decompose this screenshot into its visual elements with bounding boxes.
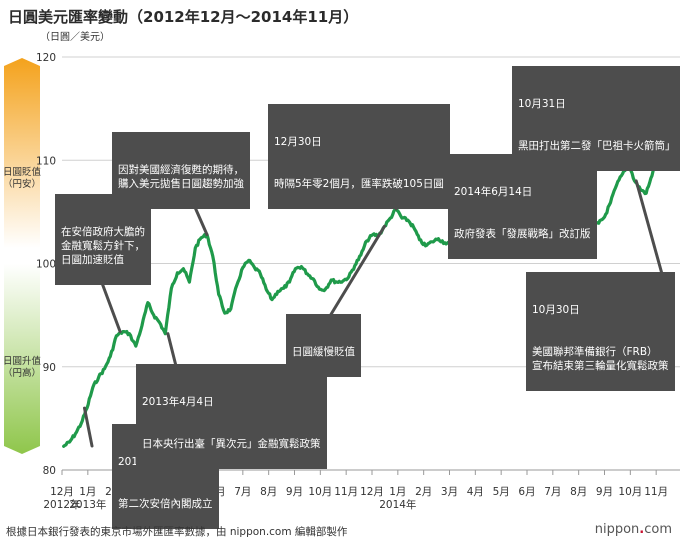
yen-strong-label: 日圓升值 （円高） <box>2 356 42 380</box>
x-tick-label: 1月 <box>389 486 406 498</box>
annotation-date: 2014年6月14日 <box>454 186 533 198</box>
yen-strong-title: 日圓升值 <box>2 356 41 367</box>
annotation-text: 時隔5年零2個月，匯率跌破105日圓 <box>274 178 444 190</box>
annotation-growth-strategy: 2014年6月14日 政府發表「發展戰略」改訂版 <box>448 154 597 259</box>
x-year-label: 2014年 <box>379 498 416 511</box>
y-tick-label: 90 <box>43 362 56 374</box>
annotation-text: 黑田打出第二發「巴祖卡火箭筒」 <box>518 140 676 152</box>
annotation-text: 第二次安倍內閣成立 <box>118 498 213 510</box>
y-tick-label: 100 <box>36 259 56 271</box>
annotation-date: 12月30日 <box>274 136 322 148</box>
x-tick-label: 7月 <box>544 486 561 498</box>
x-tick-label: 9月 <box>596 486 613 498</box>
source-note: 根據日本銀行發表的東京市場外匯匯率數據，由 nippon.com 編輯部製作 <box>6 526 348 538</box>
annotation-date: 2013年4月4日 <box>142 396 214 408</box>
x-tick-label: 8月 <box>260 486 277 498</box>
annotation-leader <box>166 332 178 368</box>
x-tick-label: 3月 <box>441 486 458 498</box>
side-gradient-arrow <box>4 58 40 454</box>
annotation-105-yen: 12月30日 時隔5年零2個月，匯率跌破105日圓 <box>268 104 450 209</box>
x-tick-label: 8月 <box>570 486 587 498</box>
yen-weak-title: 日圓貶值 <box>2 167 41 178</box>
annotation-text: 在安倍政府大膽的 金融寬鬆方針下， 日圓加速貶值 <box>61 226 145 266</box>
x-tick-label: 12月 <box>360 486 384 498</box>
annotation-yen-acceleration: 在安倍政府大膽的 金融寬鬆方針下， 日圓加速貶值 <box>55 194 151 285</box>
annotation-us-recovery: 因對美國經濟復甦的期待， 購入美元拋售日圓趨勢加強 <box>112 132 250 209</box>
x-tick-label: 9月 <box>286 486 303 498</box>
x-tick-label: 11月 <box>644 486 668 498</box>
x-tick-label: 10月 <box>618 486 642 498</box>
annotation-slow-depreciation: 日圓緩慢貶值 <box>286 314 361 377</box>
x-tick-label: 10月 <box>308 486 332 498</box>
logo-dot: . <box>639 522 645 537</box>
y-axis-unit: （日圓／美元） <box>40 30 110 43</box>
logo-suffix: com <box>644 522 672 537</box>
annotation-boj-easing: 2013年4月4日 日本央行出臺「異次元」金融寬鬆政策 <box>136 364 327 469</box>
chart-title: 日圓美元匯率變動（2012年12月～2014年11月） <box>8 8 359 26</box>
annotation-text: 政府發表「發展戰略」改訂版 <box>454 228 591 240</box>
x-tick-label: 7月 <box>234 486 251 498</box>
annotation-text: 因對美國經濟復甦的期待， 購入美元拋售日圓趨勢加強 <box>118 164 244 190</box>
x-tick-label: 11月 <box>334 486 358 498</box>
annotation-text: 日本央行出臺「異次元」金融寬鬆政策 <box>142 438 321 450</box>
annotation-text: 美國聯邦準備銀行（FRB） 宣布結束第三輪量化寬鬆政策 <box>532 346 669 372</box>
nippon-logo: nippon.com <box>595 522 672 537</box>
y-tick-label: 80 <box>43 465 56 477</box>
x-year-label: 2013年 <box>69 498 106 511</box>
yen-strong-sub: （円高） <box>2 368 41 379</box>
logo-prefix: nippon <box>594 522 640 537</box>
x-tick-label: 5月 <box>493 486 510 498</box>
x-tick-label: 4月 <box>467 486 484 498</box>
annotation-leader <box>328 224 386 318</box>
annotation-leader <box>83 406 94 448</box>
x-tick-label: 6月 <box>518 486 535 498</box>
yen-weak-label: 日圓貶值 （円安） <box>2 167 42 191</box>
x-tick-label: 12月 <box>50 486 74 498</box>
x-year-label: 2012年 <box>43 498 80 511</box>
annotation-leader <box>634 179 664 276</box>
annotation-date: 10月31日 <box>518 98 566 110</box>
annotation-date: 10月30日 <box>532 304 580 316</box>
y-tick-label: 110 <box>36 155 56 167</box>
x-tick-label: 1月 <box>79 486 96 498</box>
annotation-frb-qe-end: 10月30日 美國聯邦準備銀行（FRB） 宣布結束第三輪量化寬鬆政策 <box>526 272 675 391</box>
y-tick-label: 120 <box>36 52 56 64</box>
annotation-bazooka: 10月31日 黑田打出第二發「巴祖卡火箭筒」 <box>512 66 680 171</box>
x-tick-label: 2月 <box>415 486 432 498</box>
annotation-text: 日圓緩慢貶值 <box>292 346 355 358</box>
yen-weak-sub: （円安） <box>2 179 41 190</box>
